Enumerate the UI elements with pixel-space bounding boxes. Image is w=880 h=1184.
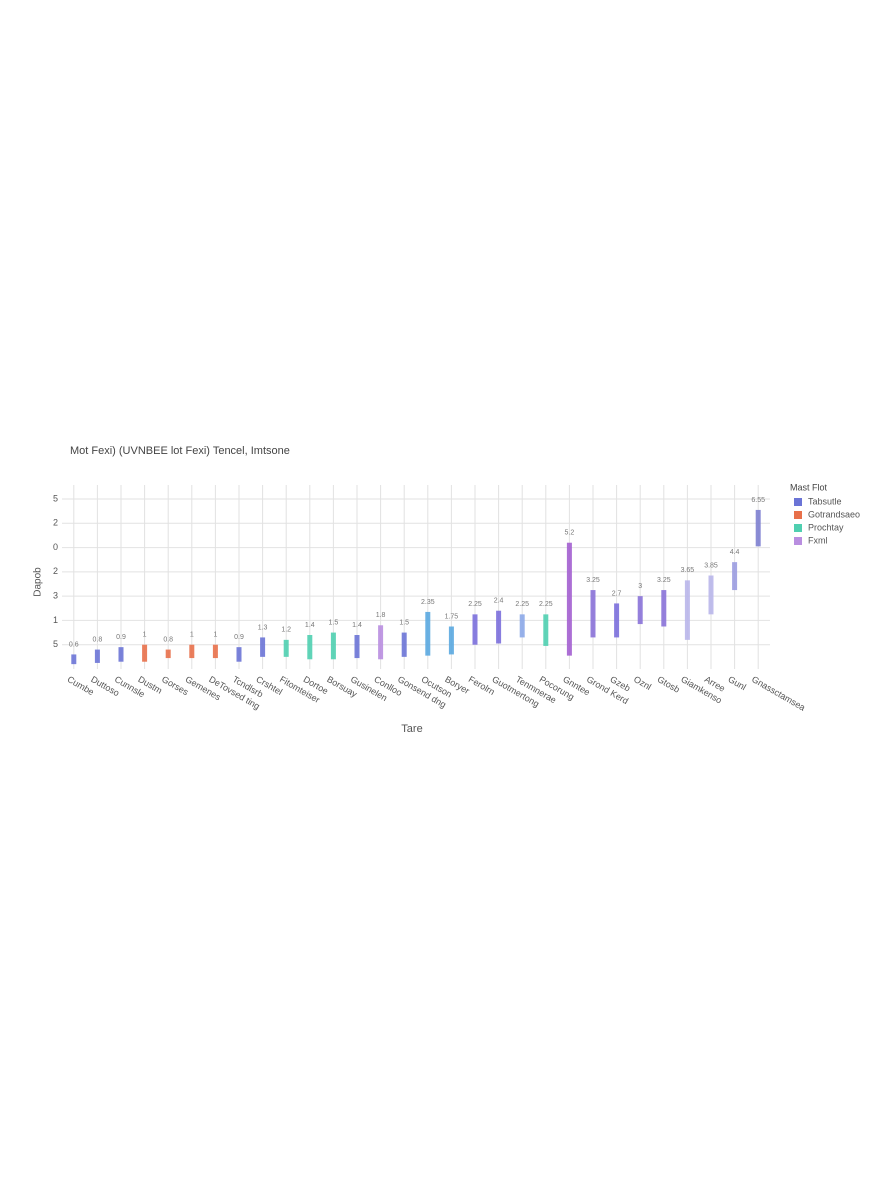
x-axis-label: Tare xyxy=(401,723,422,735)
legend-label: Gotrandsaeo xyxy=(808,509,860,519)
legend-label: Tabsutle xyxy=(808,496,842,506)
legend-swatch xyxy=(794,537,802,545)
value-label: 2.25 xyxy=(515,601,529,608)
value-label: 0.8 xyxy=(163,636,173,643)
bar xyxy=(71,654,77,665)
bar xyxy=(118,647,124,662)
bar xyxy=(543,614,549,646)
bar xyxy=(401,632,407,657)
value-label: 3.25 xyxy=(586,577,600,584)
bar xyxy=(283,639,289,657)
bar xyxy=(661,590,667,627)
x-tick-label: Gtosb xyxy=(656,674,682,695)
y-tick-label: 2 xyxy=(53,566,58,576)
y-tick-label: 3 xyxy=(53,591,58,601)
value-label: 2.25 xyxy=(539,601,553,608)
chart-title: Mot Fexi) (UVNBEE lot Fexi) Tencel, Imts… xyxy=(70,445,290,457)
value-label: 2.4 xyxy=(494,598,504,605)
legend-swatch xyxy=(794,511,802,519)
value-label: 2.25 xyxy=(468,601,482,608)
bar xyxy=(755,509,761,547)
value-label: 0.9 xyxy=(234,634,244,641)
bar xyxy=(472,614,478,645)
value-label: 1.4 xyxy=(352,622,362,629)
bar xyxy=(94,649,100,663)
x-tick-label: Gunl xyxy=(726,674,747,692)
x-tick-label: Ferolrn xyxy=(467,674,497,697)
value-label: 1 xyxy=(190,632,194,639)
bar xyxy=(212,644,218,659)
bar xyxy=(637,596,643,625)
value-label: 6.55 xyxy=(751,497,765,504)
legend-label: Fxml xyxy=(808,535,828,545)
bar xyxy=(684,580,690,640)
value-label: 1.8 xyxy=(376,612,386,619)
y-tick-label: 1 xyxy=(53,615,58,625)
legend-title: Mast Flot xyxy=(790,482,828,492)
value-label: 0.8 xyxy=(93,636,103,643)
bar xyxy=(189,644,195,659)
bar xyxy=(142,644,148,662)
legend-swatch xyxy=(794,524,802,532)
legend-label: Prochtay xyxy=(808,522,844,532)
legend-swatch xyxy=(794,498,802,506)
value-label: 1.75 xyxy=(445,613,459,620)
x-tick-label: Oznl xyxy=(632,674,653,692)
value-label: 1.5 xyxy=(329,619,339,626)
value-label: 1 xyxy=(143,632,147,639)
bar xyxy=(307,635,313,660)
value-label: 1.2 xyxy=(281,627,291,634)
bar xyxy=(708,575,714,615)
value-label: 2.7 xyxy=(612,590,622,597)
bar xyxy=(330,632,336,660)
y-tick-label: 2 xyxy=(53,518,58,528)
value-label: 3.65 xyxy=(681,567,695,574)
bar xyxy=(519,614,525,638)
value-label: 4.4 xyxy=(730,549,740,556)
bar xyxy=(732,562,738,591)
value-label: 1.4 xyxy=(305,622,315,629)
y-tick-label: 5 xyxy=(53,639,58,649)
bar xyxy=(165,649,171,659)
value-label: 3.25 xyxy=(657,577,671,584)
value-label: 5.2 xyxy=(565,530,575,537)
y-tick-label: 5 xyxy=(53,493,58,503)
bar xyxy=(260,637,266,657)
bar xyxy=(425,611,431,656)
bar xyxy=(614,603,620,638)
value-label: 1.3 xyxy=(258,624,268,631)
x-tick-label: Gnassctamsea xyxy=(750,674,807,713)
bar xyxy=(566,542,572,656)
value-label: 0.9 xyxy=(116,634,126,641)
bar xyxy=(354,635,360,659)
bar xyxy=(378,625,384,660)
value-label: 3.85 xyxy=(704,562,718,569)
bar xyxy=(448,626,454,655)
value-label: 2.35 xyxy=(421,599,435,606)
value-label: 1.5 xyxy=(399,619,409,626)
y-tick-label: 0 xyxy=(53,542,58,552)
bar xyxy=(236,647,242,662)
value-label: 1 xyxy=(213,632,217,639)
bar xyxy=(590,590,596,638)
value-label: 0.6 xyxy=(69,641,79,648)
value-label: 3 xyxy=(638,583,642,590)
y-axis-label: Dapob xyxy=(33,567,44,597)
bar xyxy=(496,610,502,644)
